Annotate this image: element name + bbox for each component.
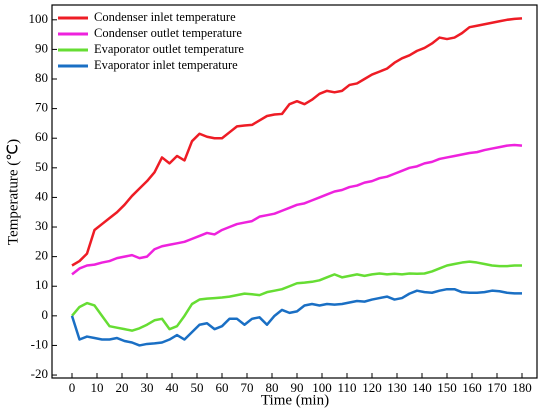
series-line [71, 260, 522, 332]
y-tick-label: -20 [31, 366, 48, 381]
x-tick-label: 80 [266, 380, 279, 395]
x-tick-label: 180 [512, 380, 532, 395]
x-tick-label: 0 [69, 380, 76, 395]
y-tick-label: 50 [35, 159, 48, 174]
x-tick-label: 150 [437, 380, 457, 395]
x-tick-label: 50 [191, 380, 204, 395]
legend-label: Condenser inlet temperature [94, 10, 236, 24]
x-tick-label: 90 [291, 380, 304, 395]
y-tick-label: 20 [35, 248, 48, 263]
x-tick-label: 120 [362, 380, 382, 395]
x-tick-label: 70 [241, 380, 254, 395]
y-tick-label: 90 [35, 40, 48, 55]
x-tick-label: 30 [141, 380, 154, 395]
legend-label: Evaporator outlet temperature [94, 42, 244, 56]
x-tick-label: 140 [412, 380, 432, 395]
x-tick-label: 130 [387, 380, 407, 395]
plot-frame [51, 4, 538, 379]
y-tick-label: 10 [35, 277, 48, 292]
legend-label: Condenser outlet temperature [94, 26, 242, 40]
x-tick-label: 170 [487, 380, 507, 395]
y-tick-label: 80 [35, 70, 48, 85]
legend-label: Evaporator inlet temperature [94, 58, 238, 72]
x-tick-label: 10 [91, 380, 104, 395]
y-tick-label: 70 [35, 100, 48, 115]
x-tick-label: 100 [312, 380, 332, 395]
y-tick-label: 30 [35, 218, 48, 233]
series-line [70, 287, 522, 347]
y-tick-label: -10 [31, 336, 48, 351]
x-axis-label: Time (min) [261, 392, 329, 408]
x-tick-label: 160 [462, 380, 482, 395]
y-tick-label: 0 [42, 307, 49, 322]
y-tick-label: 60 [35, 129, 48, 144]
series-line [71, 17, 523, 267]
x-tick-label: 110 [337, 380, 356, 395]
x-tick-label: 40 [166, 380, 179, 395]
series-line [71, 143, 523, 276]
y-axis-label: Temperature (℃) [5, 139, 21, 245]
y-tick-label: 40 [35, 188, 48, 203]
y-tick-label: 100 [29, 11, 49, 26]
x-tick-label: 60 [216, 380, 229, 395]
x-tick-label: 20 [116, 380, 129, 395]
